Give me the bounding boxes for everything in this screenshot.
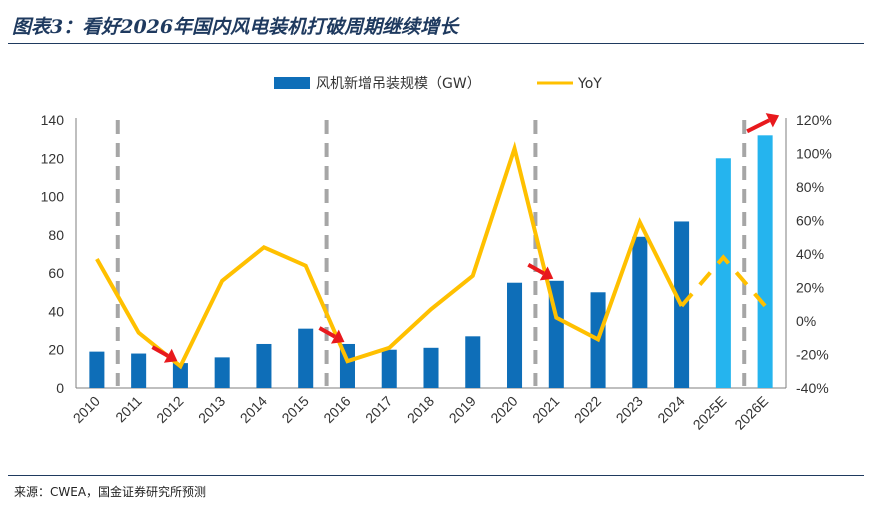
down-arrow-shaft — [527, 263, 545, 276]
x-tick-label: 2010 — [70, 393, 103, 426]
y-right-tick-label: 0% — [796, 313, 816, 329]
x-tick-label: 2018 — [404, 393, 437, 426]
down-arrow-shaft — [318, 326, 336, 339]
down-arrow-head — [330, 329, 345, 344]
up-arrow-head — [765, 113, 780, 128]
y-right-tick-label: 40% — [796, 246, 824, 262]
footer-divider — [8, 475, 864, 476]
x-tick-label: 2020 — [487, 393, 520, 426]
x-tick-label: 2014 — [237, 393, 270, 426]
x-tick-label: 2025E — [690, 393, 730, 433]
source-note: 来源：CWEA，国金证券研究所预测 — [14, 485, 207, 499]
bar — [131, 353, 147, 388]
y-left-tick-label: 140 — [41, 112, 65, 128]
x-tick-label: 2026E — [731, 393, 771, 433]
bar — [172, 363, 188, 388]
legend: 风机新增吊装规模（GW） YoY — [274, 76, 602, 92]
legend-bar-swatch — [274, 77, 310, 89]
y-right-tick-label: 60% — [796, 213, 824, 229]
y-right-tick-label: 100% — [796, 146, 832, 162]
chart-title: 图表3：看好2026年国内风电装机打破周期继续增长 — [12, 16, 459, 38]
x-tick-label: 2021 — [529, 393, 562, 426]
x-tick-label: 2016 — [320, 393, 353, 426]
bar — [757, 135, 773, 388]
y-left-tick-label: 40 — [48, 303, 64, 319]
y-right-tick-label: 80% — [796, 179, 824, 195]
y-left-tick-label: 0 — [56, 380, 64, 396]
title-divider — [8, 43, 864, 44]
bar — [715, 158, 731, 388]
bar — [256, 343, 272, 388]
bar — [423, 347, 439, 388]
legend-line-label: YoY — [577, 76, 602, 92]
y-right-tick-label: -20% — [796, 347, 829, 363]
x-tick-label: 2015 — [278, 393, 311, 426]
x-tick-label: 2011 — [112, 393, 145, 426]
bar — [89, 351, 105, 388]
y-left-tick-label: 100 — [41, 189, 65, 205]
y-right-tick-label: -40% — [796, 380, 829, 396]
up-arrow-shaft — [746, 118, 771, 134]
bar — [465, 336, 481, 388]
down-arrow-head — [163, 348, 178, 363]
bar — [214, 357, 230, 388]
bar — [507, 282, 523, 388]
x-tick-label: 2023 — [613, 393, 646, 426]
x-tick-label: 2019 — [446, 393, 479, 426]
chart: 风机新增吊装规模（GW） YoY 0 20 40 60 80 100 120 140 -40% -… — [41, 76, 832, 433]
cycle-dividers — [115, 120, 747, 386]
x-tick-label: 2012 — [153, 393, 186, 426]
bar — [381, 349, 397, 388]
x-tick-label: 2017 — [362, 393, 395, 426]
x-tick-label: 2013 — [195, 393, 228, 426]
y-left-tick-label: 80 — [48, 227, 64, 243]
y-right-tick-label: 20% — [796, 280, 824, 296]
down-arrow-shaft — [151, 345, 169, 358]
y-right-tick-label: 120% — [796, 112, 832, 128]
y-left-tick-label: 120 — [41, 150, 65, 166]
y-left-tick-label: 60 — [48, 265, 64, 281]
trend-arrows — [151, 113, 780, 363]
y-left-tick-label: 20 — [48, 342, 64, 358]
x-tick-label: 2022 — [571, 393, 604, 426]
legend-bar-label: 风机新增吊装规模（GW） — [316, 76, 481, 92]
bar — [632, 236, 648, 388]
bar — [298, 328, 314, 388]
down-arrow-head — [539, 266, 554, 281]
bars — [89, 135, 773, 388]
x-tick-label: 2024 — [654, 393, 687, 426]
yoy-line — [95, 141, 767, 370]
